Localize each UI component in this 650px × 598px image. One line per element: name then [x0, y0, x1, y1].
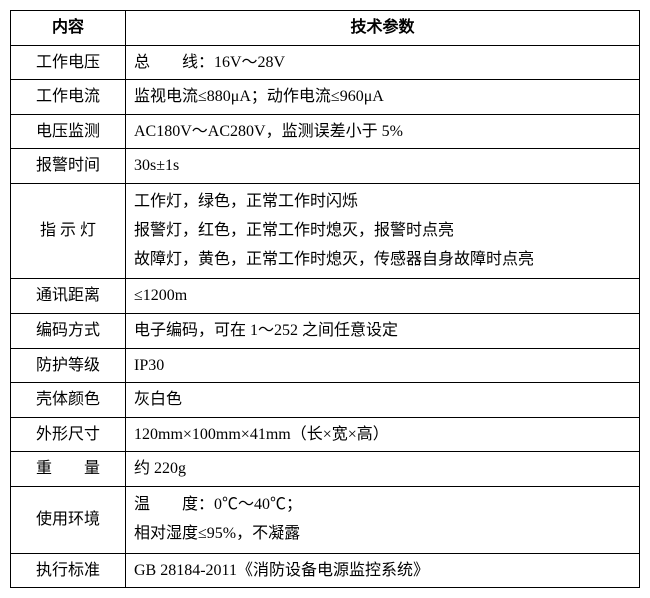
- table-row: 指 示 灯工作灯，绿色，正常工作时闪烁报警灯，红色，正常工作时熄灭，报警时点亮故…: [11, 183, 640, 278]
- row-value: 温 度：0℃～40℃；相对湿度≤95%，不凝露: [126, 486, 640, 553]
- table-row: 电压监测AC180V～AC280V，监测误差小于 5%: [11, 114, 640, 149]
- table-row: 执行标准GB 28184-2011《消防设备电源监控系统》: [11, 553, 640, 588]
- row-value: ≤1200m: [126, 279, 640, 314]
- spec-table: 内容 技术参数 工作电压总 线：16V～28V工作电流监视电流≤880μA；动作…: [10, 10, 640, 588]
- table-row: 通讯距离≤1200m: [11, 279, 640, 314]
- row-value: IP30: [126, 348, 640, 383]
- row-label: 工作电压: [11, 45, 126, 80]
- row-label: 外形尺寸: [11, 417, 126, 452]
- table-row: 外形尺寸120mm×100mm×41mm（长×宽×高）: [11, 417, 640, 452]
- table-row: 工作电压总 线：16V～28V: [11, 45, 640, 80]
- row-value: 总 线：16V～28V: [126, 45, 640, 80]
- row-label: 重 量: [11, 452, 126, 487]
- row-value: 约 220g: [126, 452, 640, 487]
- row-value: 电子编码，可在 1～252 之间任意设定: [126, 313, 640, 348]
- row-label: 壳体颜色: [11, 383, 126, 418]
- row-label: 电压监测: [11, 114, 126, 149]
- row-label: 工作电流: [11, 80, 126, 115]
- table-row: 工作电流监视电流≤880μA；动作电流≤960μA: [11, 80, 640, 115]
- row-value: 监视电流≤880μA；动作电流≤960μA: [126, 80, 640, 115]
- row-label: 执行标准: [11, 553, 126, 588]
- row-value: 工作灯，绿色，正常工作时闪烁报警灯，红色，正常工作时熄灭，报警时点亮故障灯，黄色…: [126, 183, 640, 278]
- table-row: 壳体颜色灰白色: [11, 383, 640, 418]
- table-body: 工作电压总 线：16V～28V工作电流监视电流≤880μA；动作电流≤960μA…: [11, 45, 640, 588]
- row-value: 120mm×100mm×41mm（长×宽×高）: [126, 417, 640, 452]
- row-value: AC180V～AC280V，监测误差小于 5%: [126, 114, 640, 149]
- row-value: 30s±1s: [126, 149, 640, 184]
- table-header-row: 内容 技术参数: [11, 11, 640, 46]
- row-label: 防护等级: [11, 348, 126, 383]
- table-row: 防护等级IP30: [11, 348, 640, 383]
- header-col2: 技术参数: [126, 11, 640, 46]
- table-row: 使用环境温 度：0℃～40℃；相对湿度≤95%，不凝露: [11, 486, 640, 553]
- row-value: 灰白色: [126, 383, 640, 418]
- row-label: 使用环境: [11, 486, 126, 553]
- table-row: 报警时间30s±1s: [11, 149, 640, 184]
- header-col1: 内容: [11, 11, 126, 46]
- table-row: 重 量约 220g: [11, 452, 640, 487]
- row-label: 指 示 灯: [11, 183, 126, 278]
- row-label: 通讯距离: [11, 279, 126, 314]
- row-value: GB 28184-2011《消防设备电源监控系统》: [126, 553, 640, 588]
- row-label: 报警时间: [11, 149, 126, 184]
- row-label: 编码方式: [11, 313, 126, 348]
- table-row: 编码方式电子编码，可在 1～252 之间任意设定: [11, 313, 640, 348]
